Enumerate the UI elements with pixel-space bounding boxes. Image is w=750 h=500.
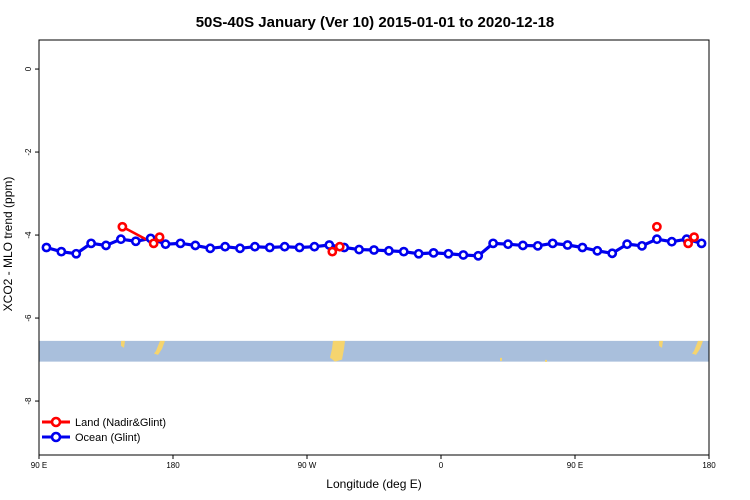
ocean-band [39,340,709,362]
data-point-ocean [86,238,97,249]
x-tick-label: 90 E [567,461,583,470]
land-shape [500,357,502,361]
data-point-land [117,221,128,232]
data-point-ocean [249,241,260,252]
x-tick-label: 0 [439,461,444,470]
data-point-ocean [577,242,588,253]
data-point-ocean [637,240,647,251]
data-point-ocean [443,248,454,259]
data-point-ocean [428,247,439,258]
land-shape [330,340,345,362]
x-axis-label: Longitude (deg E) [326,477,421,491]
y-tick-label: -6 [24,314,33,322]
land-ocean-band [39,340,709,362]
data-point-ocean [622,239,633,250]
data-point-land [334,241,345,252]
series-points [41,221,707,261]
data-point-ocean [532,240,543,251]
data-point-ocean [130,236,141,247]
data-point-ocean [398,246,409,257]
chart-title: 50S-40S January (Ver 10) 2015-01-01 to 2… [196,14,555,31]
data-point-ocean [294,242,305,253]
data-point-ocean [383,245,394,256]
data-point-land [154,232,165,243]
x-tick-label: 180 [702,461,716,470]
data-point-ocean [205,243,216,254]
y-tick-label: -4 [24,231,33,239]
land-shape [154,340,165,355]
legend-marker [50,431,62,443]
data-point-ocean [115,234,126,245]
data-point-ocean [264,242,275,253]
land-shape [545,359,547,362]
land-shape [659,340,663,348]
data-point-ocean [354,244,365,255]
data-point-ocean [56,246,67,257]
data-point-ocean [488,238,499,249]
data-point-land [148,238,159,249]
data-point-ocean [696,238,707,249]
land-shape [121,340,125,348]
data-point-ocean [592,245,603,256]
y-tick-label: 0 [24,66,33,71]
data-point-ocean [369,245,379,255]
data-point-ocean [309,241,320,252]
x-tick-label: 90 W [298,461,317,470]
x-axis: 90 E 180 90 W 0 90 E 180 [31,455,716,470]
data-point-ocean [547,238,558,249]
data-point-land [327,246,338,257]
data-point-ocean [235,243,245,254]
data-point-ocean [666,236,677,247]
data-point-ocean [562,240,573,250]
data-point-ocean [473,250,484,261]
data-point-ocean [517,240,528,251]
data-point-ocean [220,241,231,252]
data-point-ocean [101,240,111,251]
data-point-ocean [413,248,424,259]
y-axis: 0 -2 -4 -6 -8 [24,66,39,405]
data-point-ocean [651,234,662,245]
x-tick-label: 90 E [31,461,47,470]
data-point-ocean [279,241,290,252]
legend: Land (Nadir&Glint) Ocean (Glint) [42,416,166,444]
data-point-ocean [71,248,82,259]
y-axis-label: XCO2 - MLO trend (ppm) [1,177,15,312]
y-tick-label: -8 [24,397,33,405]
data-point-ocean [175,238,186,249]
plot-frame [38,39,710,456]
data-point-ocean [607,248,618,259]
data-point-land [689,232,700,243]
data-point-ocean [503,239,513,250]
data-point-ocean [458,250,469,260]
land-shape [692,340,703,355]
data-point-ocean [190,240,201,251]
data-point-land [651,221,662,232]
data-point-ocean [41,242,52,253]
x-tick-label: 180 [166,461,180,470]
data-point-land [683,238,694,249]
legend-entry: Ocean (Glint) [75,432,140,444]
data-point-ocean [160,239,171,250]
legend-marker [50,416,62,428]
y-tick-label: -2 [24,148,33,156]
legend-entry: Land (Nadir&Glint) [75,417,166,429]
